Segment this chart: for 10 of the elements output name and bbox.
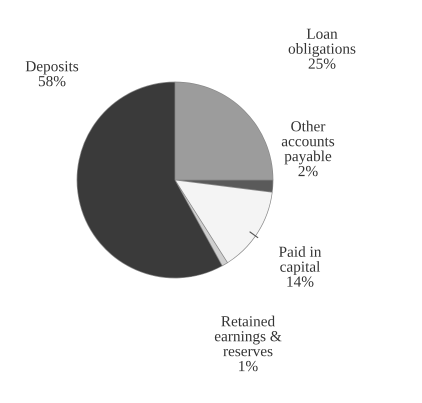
data-label: 58% — [38, 76, 66, 86]
data-label: 14% — [287, 276, 314, 287]
slice-label: Loan obligations — [288, 28, 356, 57]
slice-label: Other accounts payable — [282, 120, 334, 164]
data-label: 25% — [308, 58, 336, 69]
data-label: 2% — [298, 166, 318, 176]
data-label: 1% — [239, 360, 258, 372]
slice-label: Retained earnings & reserves — [214, 316, 282, 356]
slice-label: Paid in capital — [279, 246, 322, 275]
slice-label: Deposits — [26, 61, 78, 74]
